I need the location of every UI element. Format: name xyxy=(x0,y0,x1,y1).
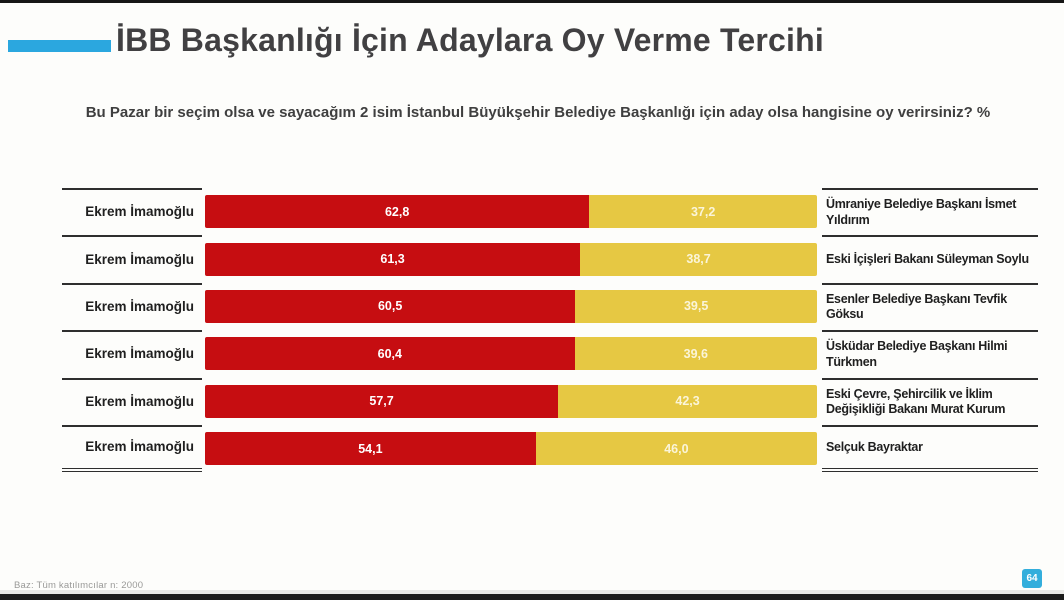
sample-size-note: Baz: Tüm katılımcılar n: 2000 xyxy=(14,580,144,591)
value-label: 62,8 xyxy=(384,204,410,219)
bar-row: 60,5 39,5 xyxy=(202,283,822,330)
title-accent-bar xyxy=(8,40,111,52)
bar-segment-opponent: 42,3 xyxy=(558,384,817,418)
stacked-bar: 57,7 42,3 xyxy=(205,384,817,418)
candidate-label-right: Ümraniye Belediye Başkanı İsmet Yıldırım xyxy=(822,188,1038,235)
candidate-label-left: Ekrem İmamoğlu xyxy=(62,235,202,282)
stacked-bar: 61,3 38,7 xyxy=(205,242,817,276)
bottom-black-strip xyxy=(0,594,1064,600)
bar-segment-imamoglu: 62,8 xyxy=(205,195,590,229)
value-label: 42,3 xyxy=(675,394,700,409)
bar-row: 54,1 46,0 xyxy=(202,425,822,472)
bar-row: 57,7 42,3 xyxy=(202,378,822,425)
candidate-label-right: Selçuk Bayraktar xyxy=(822,424,1038,473)
stacked-bar-chart: Ekrem İmamoğlu 62,8 37,2 Ümraniye Beledi… xyxy=(62,188,1038,473)
stacked-bar: 62,8 37,2 xyxy=(205,195,817,229)
stacked-bar: 60,4 39,6 xyxy=(205,337,817,371)
candidate-label-left: Ekrem İmamoğlu xyxy=(62,424,202,473)
bar-segment-opponent: 39,5 xyxy=(575,289,817,323)
bar-segment-imamoglu: 57,7 xyxy=(205,384,559,418)
value-label: 57,7 xyxy=(369,394,394,409)
bar-row: 62,8 37,2 xyxy=(202,188,822,235)
candidate-label-right: Üsküdar Belediye Başkanı Hilmi Türkmen xyxy=(822,330,1038,377)
candidate-label-right: Eski İçişleri Bakanı Süleyman Soylu xyxy=(822,235,1038,282)
bar-segment-opponent: 38,7 xyxy=(580,242,817,276)
value-label: 60,4 xyxy=(377,346,402,361)
bar-segment-imamoglu: 61,3 xyxy=(205,242,581,276)
candidate-label-right: Esenler Belediye Başkanı Tevfik Göksu xyxy=(822,282,1038,330)
value-label: 38,7 xyxy=(686,252,711,267)
page-number-badge: 64 xyxy=(1022,569,1042,588)
value-label: 60,5 xyxy=(377,299,403,314)
survey-question: Bu Pazar bir seçim olsa ve sayacağım 2 i… xyxy=(85,104,991,121)
value-label: 39,5 xyxy=(683,299,709,314)
page-title: İBB Başkanlığı İçin Adaylara Oy Verme Te… xyxy=(116,22,824,58)
bar-segment-imamoglu: 60,5 xyxy=(205,289,576,323)
value-label: 46,0 xyxy=(664,441,689,456)
stacked-bar: 60,5 39,5 xyxy=(205,289,817,323)
value-label: 39,6 xyxy=(683,346,708,361)
candidate-label-right: Eski Çevre, Şehircilik ve İklim Değişikl… xyxy=(822,377,1038,425)
bar-segment-opponent: 46,0 xyxy=(535,432,817,466)
bottom-gray-strip xyxy=(0,590,1064,594)
candidate-label-left: Ekrem İmamoğlu xyxy=(62,282,202,330)
top-black-strip xyxy=(0,0,1064,3)
bar-segment-opponent: 39,6 xyxy=(574,337,817,371)
value-label: 61,3 xyxy=(380,252,405,267)
bar-row: 61,3 38,7 xyxy=(202,235,822,282)
bar-segment-imamoglu: 60,4 xyxy=(205,337,575,371)
bar-segment-opponent: 37,2 xyxy=(589,195,817,229)
candidate-label-left: Ekrem İmamoğlu xyxy=(62,330,202,377)
bar-row: 60,4 39,6 xyxy=(202,330,822,377)
bar-segment-imamoglu: 54,1 xyxy=(205,432,536,466)
candidate-label-left: Ekrem İmamoğlu xyxy=(62,188,202,235)
stacked-bar: 54,1 46,0 xyxy=(205,432,817,466)
value-label: 54,1 xyxy=(358,441,383,456)
value-label: 37,2 xyxy=(690,204,716,219)
candidate-label-left: Ekrem İmamoğlu xyxy=(62,377,202,425)
